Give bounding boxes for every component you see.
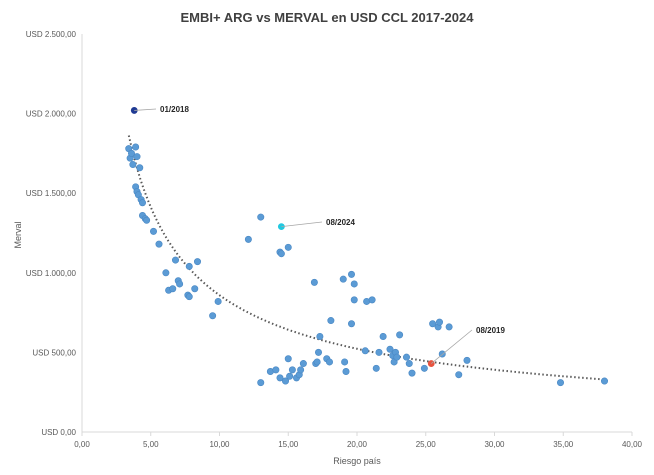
data-point — [150, 227, 158, 235]
data-point — [393, 353, 401, 361]
y-axis-label: Merval — [13, 221, 23, 248]
data-point — [185, 293, 193, 301]
data-point — [361, 347, 369, 355]
data-point — [214, 297, 222, 305]
chart-title: EMBI+ ARG vs MERVAL en USD CCL 2017-2024 — [181, 10, 475, 25]
data-point — [429, 320, 437, 328]
data-point — [420, 364, 428, 372]
data-point — [405, 360, 413, 368]
data-point — [132, 143, 140, 151]
x-tick-label: 40,00 — [622, 440, 643, 449]
data-point — [408, 369, 416, 377]
y-tick-label: USD 2.000,00 — [26, 110, 77, 119]
data-point — [386, 345, 394, 353]
data-point — [314, 348, 322, 356]
data-point — [176, 280, 184, 288]
data-point — [339, 275, 347, 283]
data-point — [379, 332, 387, 340]
data-point — [327, 317, 335, 325]
data-point — [162, 269, 170, 277]
data-point — [169, 285, 177, 293]
annotation-leader-line — [281, 221, 323, 228]
data-point — [277, 250, 285, 258]
x-tick-label: 5,00 — [143, 440, 159, 449]
data-point — [133, 153, 141, 161]
data-point — [341, 358, 349, 366]
x-tick-label: 15,00 — [278, 440, 299, 449]
trendline-group — [127, 135, 605, 381]
data-point — [286, 372, 294, 380]
data-point — [155, 240, 163, 248]
data-point — [347, 270, 355, 278]
data-point — [396, 331, 404, 339]
data-point — [556, 379, 564, 387]
x-tick-label: 30,00 — [484, 440, 505, 449]
data-point — [139, 199, 147, 207]
data-point — [281, 377, 289, 385]
data-point — [284, 243, 292, 251]
x-tick-label: 35,00 — [553, 440, 574, 449]
annotations: 01/2018 08/2024 08/2019 — [134, 105, 505, 364]
annotation-leader-line — [134, 108, 157, 111]
data-point — [350, 296, 358, 304]
highlight-point — [277, 223, 285, 231]
y-tick-label: USD 1.000,00 — [26, 269, 77, 278]
data-point — [185, 262, 193, 270]
data-point — [288, 366, 296, 374]
data-point — [402, 353, 410, 361]
data-point — [257, 213, 265, 221]
annotation-leader-line — [430, 329, 473, 364]
axes: USD 0,00 USD 500,00 USD 1.000,00 USD 1.500,… — [26, 30, 643, 449]
data-point — [136, 164, 144, 172]
data-point — [284, 355, 292, 363]
data-point — [143, 216, 151, 224]
data-point — [194, 258, 202, 266]
data-point — [347, 320, 355, 328]
x-axis-label: Riesgo país — [333, 456, 381, 466]
x-tick-label: 25,00 — [416, 440, 437, 449]
data-point — [455, 371, 463, 379]
data-point — [276, 374, 284, 382]
annotation-label: 08/2019 — [476, 326, 505, 335]
data-point — [257, 379, 265, 387]
data-point — [299, 360, 307, 368]
data-point — [209, 312, 217, 320]
data-point — [342, 368, 350, 376]
data-point — [313, 358, 321, 366]
data-point — [325, 358, 333, 366]
data-point — [445, 323, 453, 331]
data-point — [128, 149, 136, 157]
data-point — [191, 285, 199, 293]
data-point — [600, 377, 608, 385]
y-tick-label: USD 1.500,00 — [26, 189, 77, 198]
annotation-label: 08/2024 — [326, 218, 355, 227]
data-point — [435, 318, 443, 326]
x-tick-label: 20,00 — [347, 440, 368, 449]
data-point — [372, 364, 380, 372]
data-point — [316, 332, 324, 340]
data-point — [172, 256, 180, 264]
data-point — [368, 296, 376, 304]
data-point — [375, 348, 383, 356]
data-point — [244, 235, 252, 243]
x-tick-label: 10,00 — [209, 440, 230, 449]
data-point — [297, 366, 305, 374]
data-point — [129, 161, 137, 169]
annotation-label: 01/2018 — [160, 105, 189, 114]
y-tick-label: USD 0,00 — [41, 428, 76, 437]
x-tick-label: 0,00 — [74, 440, 90, 449]
data-point — [272, 366, 280, 374]
data-point — [463, 356, 471, 364]
y-tick-label: USD 2.500,00 — [26, 30, 77, 39]
power-trendline — [127, 135, 605, 381]
data-points — [125, 107, 608, 387]
data-point — [350, 280, 358, 288]
data-point — [310, 278, 318, 286]
y-tick-label: USD 500,00 — [32, 348, 76, 357]
